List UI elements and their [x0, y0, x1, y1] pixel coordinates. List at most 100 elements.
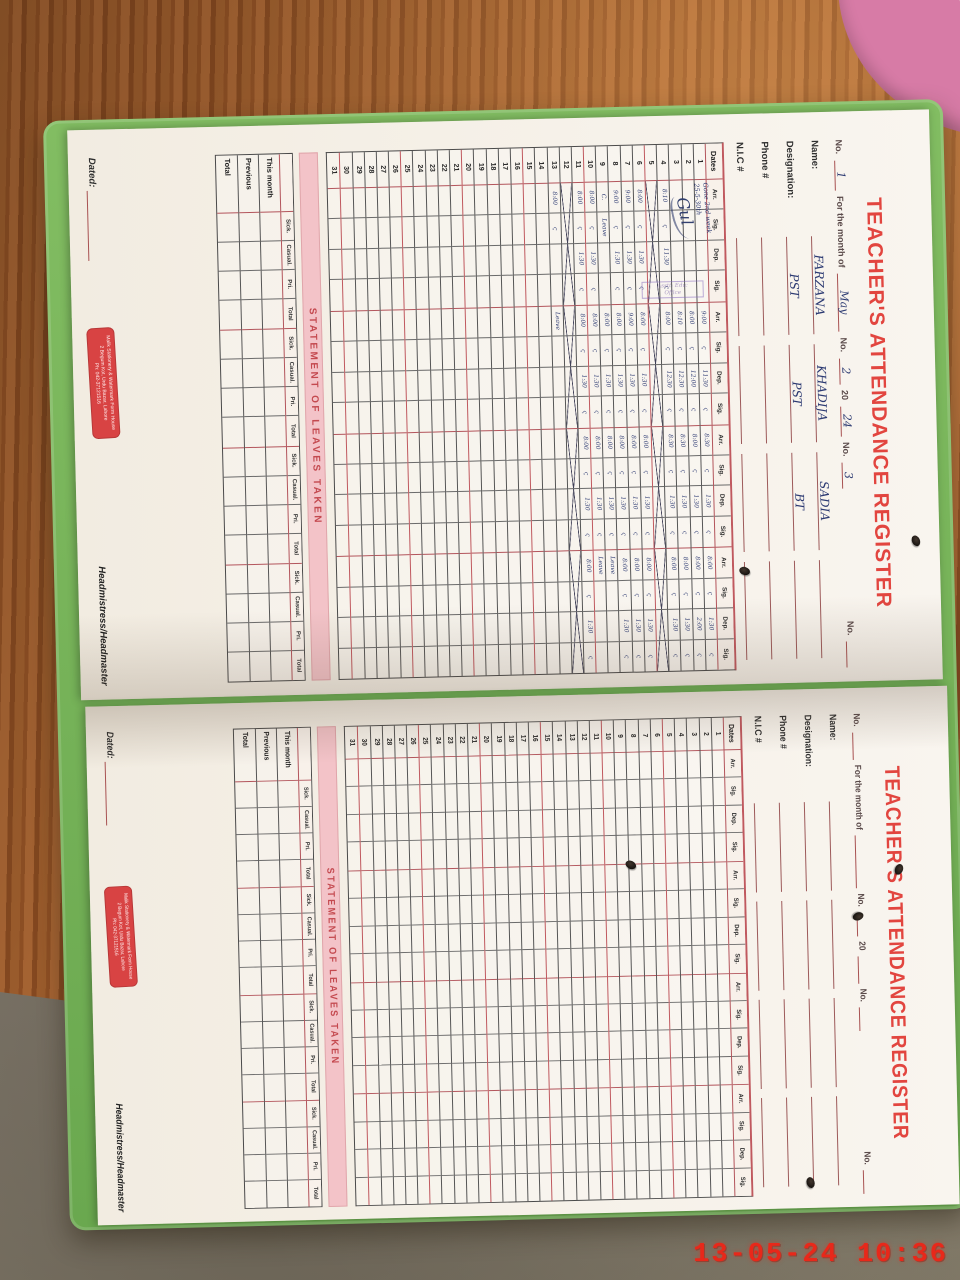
- name-value-1: FARZANA: [811, 254, 827, 316]
- attendance-cell: [540, 1173, 552, 1201]
- leaves-value-block: [260, 212, 284, 330]
- attendance-cell: [595, 948, 607, 976]
- leaves-value-block: [278, 780, 301, 888]
- attendance-cell: [470, 491, 483, 523]
- dated-value: [86, 190, 103, 261]
- attendance-cell: 1:30: [665, 487, 678, 518]
- attendance-cell: 1:30: [628, 487, 641, 519]
- attendance-cell: [561, 213, 574, 245]
- attendance-cell: [407, 757, 420, 786]
- attendance-cell: [387, 586, 400, 617]
- attendance-cell: [523, 644, 535, 675]
- attendance-cell: [571, 949, 583, 977]
- leaves-value-cell: [243, 359, 264, 389]
- attendance-cell: [539, 1145, 551, 1174]
- attendance-cell: ς: [582, 581, 595, 613]
- sub-header-cell: Dep.: [734, 1140, 751, 1169]
- date-number: 6: [632, 145, 645, 182]
- year-field-value: 24: [840, 413, 854, 429]
- signatory-label: Headmistress/Headmaster: [112, 1103, 127, 1213]
- attendance-cell: [446, 492, 458, 524]
- attendance-cell: [471, 553, 484, 585]
- attendance-entry: ς: [691, 469, 699, 473]
- attendance-cell: [412, 615, 425, 647]
- phone-field: [783, 998, 802, 1089]
- attendance-cell: [649, 1170, 661, 1198]
- attendance-cell: [635, 1087, 648, 1116]
- attendance-cell: [469, 784, 482, 812]
- attendance-cell: [459, 840, 471, 868]
- attendance-cell: [399, 585, 412, 617]
- attendance-cell: [651, 751, 664, 780]
- leaves-header-label: Casual.: [288, 361, 295, 384]
- attendance-cell: ς: [614, 396, 626, 427]
- sub-header-label: Sig.: [715, 341, 723, 354]
- attendance-entry: ς: [667, 469, 675, 474]
- attendance-cell: [439, 216, 452, 248]
- designation-row: Designation:: [802, 714, 830, 1195]
- attendance-cell: [327, 188, 341, 220]
- attendance-cell: [568, 837, 580, 865]
- attendance-cell: [448, 584, 461, 616]
- attendance-cell: [467, 1175, 479, 1203]
- attendance-cell: [494, 460, 506, 492]
- attendance-cell: [376, 982, 389, 1011]
- attendance-entry: 1:30: [579, 374, 588, 389]
- attendance-cell: [401, 1009, 414, 1038]
- sub-header-label: Arr.: [720, 556, 728, 568]
- attendance-cell: [368, 279, 380, 310]
- designation-field: PST: [788, 344, 808, 443]
- attendance-cell: [441, 1147, 454, 1176]
- attendance-cell: [358, 402, 370, 433]
- attendance-cell: [505, 755, 518, 784]
- attendance-cell: [383, 758, 396, 787]
- attendance-cell: [657, 1002, 670, 1031]
- attendance-entry: ς: [608, 532, 616, 537]
- attendance-cell: [684, 271, 696, 302]
- attendance-cell: [404, 309, 417, 341]
- attendance-cell: ς: [578, 397, 590, 428]
- attendance-cell: [567, 489, 580, 521]
- attendance-cell: 8:00: [627, 427, 640, 458]
- attendance-cell: [709, 1141, 722, 1170]
- attendance-cell: [427, 216, 440, 248]
- phone-row: Phone #: [759, 141, 788, 669]
- date-number: 17: [498, 148, 511, 185]
- sub-header-cell: Sig.: [715, 516, 732, 547]
- year-prefix: 20: [857, 941, 868, 951]
- attendance-cell: [347, 433, 359, 465]
- attendance-cell: [510, 978, 523, 1007]
- leaves-header-cell: Casual.: [282, 240, 295, 271]
- date-number: 10: [601, 720, 614, 754]
- attendance-entry: ς: [682, 592, 690, 596]
- name-field: SADIA: [816, 451, 835, 551]
- leaves-header-cell: Sick.: [299, 780, 312, 808]
- attendance-cell: [444, 431, 457, 463]
- date-number: 30: [358, 726, 371, 760]
- attendance-cell: [353, 1066, 366, 1094]
- attendance-cell: [530, 782, 543, 811]
- leaves-value-block: [223, 447, 248, 566]
- attendance-cell: [581, 893, 594, 921]
- attendance-cell: [663, 751, 676, 780]
- attendance-cell: [355, 1149, 369, 1178]
- attendance-cell: [568, 865, 581, 894]
- attendance-cell: [559, 977, 572, 1006]
- leaves-value-cell: [242, 329, 264, 360]
- dated-field: Dated:: [86, 158, 103, 261]
- attendance-cell: [361, 525, 373, 556]
- date-number: 4: [674, 718, 687, 752]
- attendance-cell: [394, 1176, 406, 1204]
- attendance-entry: 1:30: [668, 495, 676, 509]
- attendance-entry: ς: [702, 407, 710, 411]
- attendance-cell: [712, 750, 725, 779]
- attendance-cell: [607, 611, 620, 642]
- attendance-entry: ς: [615, 348, 623, 352]
- leaves-value-cell: [261, 940, 282, 968]
- leaves-value-cell: [241, 1021, 263, 1049]
- date-number: 27: [376, 151, 389, 188]
- attendance-cell: [409, 493, 422, 524]
- attendance-cell: [564, 336, 577, 367]
- date-number: 17: [516, 722, 529, 756]
- leaves-value-cell: [223, 447, 245, 478]
